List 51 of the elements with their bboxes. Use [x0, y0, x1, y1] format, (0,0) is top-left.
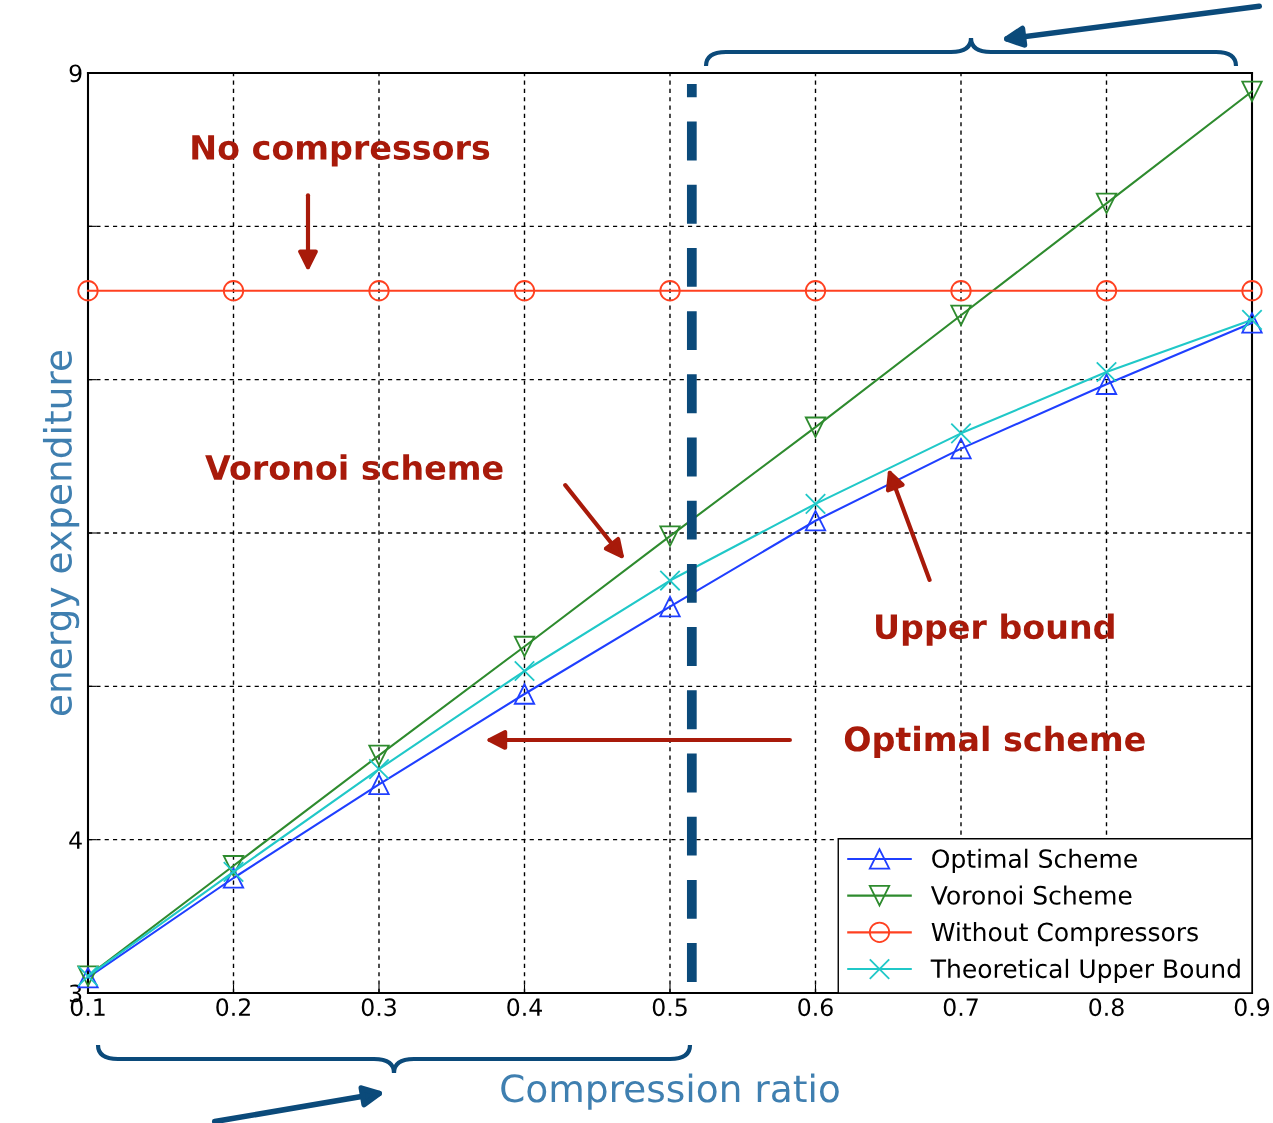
point: [222, 861, 245, 883]
point: [659, 525, 681, 547]
x-tick-label: 0.8: [1089, 998, 1124, 1017]
legend-label: Optimal Scheme: [932, 848, 1137, 873]
point: [222, 867, 245, 889]
point: [804, 510, 827, 532]
x-tick-label: 0.7: [943, 998, 978, 1017]
point: [1095, 373, 1118, 395]
point: [222, 855, 245, 877]
point: [222, 280, 245, 302]
x-tick-label: 0.4: [507, 998, 542, 1017]
point: [513, 635, 536, 658]
point: [368, 758, 390, 780]
annotation: Optimal scheme: [844, 725, 1145, 758]
x-tick-label: 0.5: [652, 998, 687, 1017]
point: [950, 304, 972, 326]
point: [1095, 361, 1118, 383]
point: [513, 683, 536, 705]
y-tick-label: 9: [69, 64, 82, 83]
x-tick-label: 0.3: [361, 998, 396, 1017]
point: [1095, 192, 1118, 214]
legend-label: Voronoi Scheme: [930, 885, 1132, 905]
x-tick-label: 0.9: [1234, 998, 1270, 1017]
point: [368, 744, 390, 766]
point: [513, 280, 536, 302]
point: [513, 660, 536, 682]
legend-label: Theoretical Upper Bound: [930, 958, 1240, 983]
point: [368, 280, 390, 302]
point: [804, 416, 827, 438]
point: [659, 569, 681, 592]
annotation: Voronoi scheme: [205, 454, 503, 481]
point: [950, 438, 972, 460]
point: [950, 280, 972, 302]
point: [804, 280, 827, 302]
x-axis-title: Compression ratio: [501, 1073, 839, 1110]
y-axis-title: energy expenditure: [42, 350, 80, 716]
annotation: No compressors: [192, 135, 490, 167]
point: [659, 595, 681, 618]
point: [950, 422, 972, 444]
x-tick-label: 0.6: [798, 998, 833, 1017]
x-tick-label: 0.2: [216, 998, 250, 1017]
point: [804, 493, 827, 515]
legend-label: Without Compressors: [931, 922, 1198, 947]
point: [368, 773, 390, 796]
y-tick-label: 4: [69, 831, 82, 849]
annotation: Upper bound: [876, 613, 1114, 646]
point: [1095, 280, 1118, 302]
point: [659, 280, 681, 302]
point: [1241, 80, 1263, 103]
point: [77, 280, 99, 302]
point: [1241, 280, 1263, 302]
